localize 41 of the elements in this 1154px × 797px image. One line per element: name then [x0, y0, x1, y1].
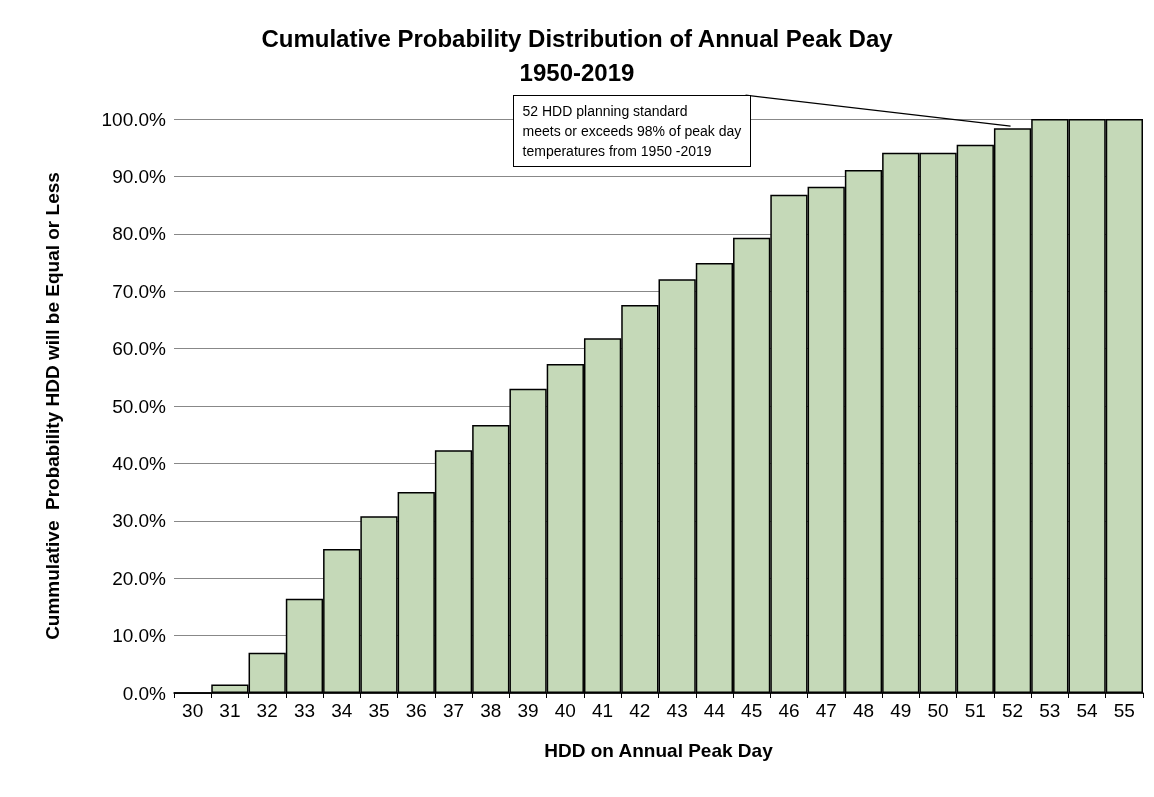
y-tick-label: 30.0% [112, 510, 167, 532]
x-tick-label: 40 [554, 700, 576, 721]
y-tick-label: 10.0% [112, 625, 167, 647]
x-tick-label: 39 [517, 700, 539, 721]
y-tick-label: 100.0% [101, 108, 167, 130]
x-tick-label: 47 [815, 700, 837, 721]
y-tick-label: 20.0% [112, 567, 167, 589]
x-tick-label: 51 [964, 700, 986, 721]
y-tick-label: 60.0% [112, 338, 167, 360]
x-tick-label: 31 [219, 700, 241, 721]
x-tick-label: 45 [741, 700, 763, 721]
x-tick-label: 46 [778, 700, 800, 721]
x-tick-label: 32 [256, 700, 278, 721]
x-tick-label: 44 [703, 700, 726, 721]
y-axis-title: Cummulative Probability HDD will be Equal or Less [42, 172, 63, 640]
x-axis-title: HDD on Annual Peak Day [544, 740, 774, 761]
x-tick-label: 43 [666, 700, 688, 721]
x-tick-label: 48 [852, 700, 875, 721]
x-tick-label: 42 [629, 700, 651, 721]
x-tick-label: 30 [182, 700, 204, 721]
x-tick-label: 50 [927, 700, 949, 721]
y-tick-label: 80.0% [112, 223, 167, 245]
y-tick-label: 40.0% [112, 452, 167, 474]
x-tick-label: 52 [1001, 700, 1024, 721]
y-tick-label: 0.0% [122, 682, 167, 704]
x-tick-label: 53 [1039, 700, 1061, 721]
x-tick-label: 49 [890, 700, 912, 721]
x-tick-label: 38 [480, 700, 502, 721]
x-tick-label: 37 [442, 700, 465, 721]
x-tick-label: 35 [368, 700, 390, 721]
x-tick-label: 34 [331, 700, 353, 721]
x-tick-label: 54 [1076, 700, 1099, 721]
chart-title: Cumulative Probability Distribution of Annual Peak Day 1950-2019 [261, 24, 894, 86]
y-tick-label: 70.0% [112, 280, 167, 302]
annotation: 52 HDD planning standard meets or exceeds 98% of peak day temperatures from 1950 -2019 [512, 95, 752, 168]
y-tick-label: 90.0% [112, 165, 167, 187]
x-tick-label: 33 [293, 700, 316, 721]
x-tick-label: 41 [592, 700, 614, 721]
y-tick-label: 50.0% [112, 395, 167, 417]
x-tick-label: 36 [405, 700, 427, 721]
x-tick-label: 55 [1113, 700, 1135, 721]
